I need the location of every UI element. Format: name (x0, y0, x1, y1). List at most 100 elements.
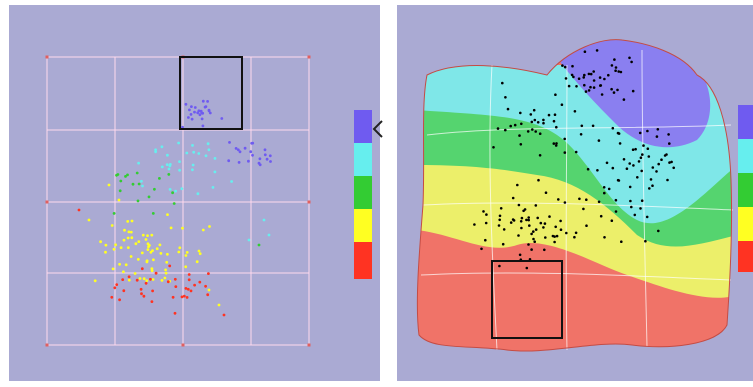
scatter-point (258, 163, 262, 167)
scatter-point (193, 283, 197, 287)
surface-point (651, 184, 654, 187)
scatter-point (111, 267, 115, 271)
scatter-point (191, 163, 195, 167)
scatter-point (140, 292, 143, 296)
surface-point (620, 240, 623, 243)
surface-point (525, 266, 529, 270)
surface-point (648, 187, 651, 190)
surface-point (574, 231, 578, 235)
surface-point (533, 240, 536, 243)
scatter-point (201, 99, 205, 103)
scatter-point (150, 300, 154, 303)
scatter-point (180, 187, 184, 191)
surface-point (628, 162, 631, 165)
scatter-point (191, 168, 194, 172)
surface-point (583, 50, 587, 53)
scatter-point (191, 144, 194, 147)
surface-point (645, 215, 649, 219)
surface-point (534, 228, 538, 231)
surface-point (668, 142, 671, 145)
surface-point (572, 75, 575, 79)
surface-point (617, 132, 621, 135)
scatter-point (153, 187, 156, 191)
scatter-point (249, 150, 253, 154)
surface-point (532, 230, 535, 233)
scatter-point (129, 230, 133, 234)
scatter-plot[interactable] (9, 5, 380, 381)
scatter-point (141, 184, 144, 188)
scatter-point (149, 277, 152, 281)
scatter-point (201, 228, 205, 232)
scatter-point (173, 311, 177, 315)
scatter-point (134, 242, 138, 246)
scatter-point (151, 278, 155, 281)
surface-point (607, 187, 611, 191)
scatter-point (110, 295, 114, 299)
surface-point (557, 198, 560, 201)
surface-point (575, 85, 578, 88)
surface-point (600, 93, 604, 96)
surface-point (599, 214, 603, 218)
scatter-point (165, 163, 169, 167)
surface-point (527, 216, 530, 219)
scatter-point (222, 313, 226, 317)
scatter-point (77, 208, 81, 212)
scatter-point (99, 240, 102, 244)
scatter-point (118, 189, 122, 193)
surface-point (587, 89, 591, 92)
surface-point (610, 64, 614, 67)
scatter-point (181, 226, 184, 230)
scatter-point (169, 226, 173, 230)
surface-view-panel[interactable] (397, 5, 753, 381)
scatter-point (173, 277, 177, 281)
surface-point (522, 209, 525, 213)
scatter-point (145, 259, 149, 263)
scatter-view-panel[interactable] (9, 5, 380, 381)
scatter-point (137, 182, 141, 186)
scatter-point (107, 183, 111, 187)
surface-point (592, 86, 596, 89)
scatter-point (189, 289, 193, 293)
surface-point (637, 160, 641, 163)
surface-point (628, 56, 631, 60)
surface-point (498, 264, 501, 268)
surface-point (649, 178, 653, 181)
surface-point (559, 228, 563, 231)
surface-point (603, 236, 606, 239)
scatter-point (137, 161, 141, 165)
grid-marker (307, 343, 311, 347)
scatter-point (178, 246, 182, 250)
surface-point (504, 96, 507, 99)
selection-box[interactable] (179, 56, 243, 130)
surface-point (640, 169, 643, 173)
selection-box[interactable] (491, 260, 563, 339)
surface-point (527, 218, 530, 222)
scatter-point (186, 287, 190, 291)
scatter-point (154, 271, 158, 275)
scatter-point (180, 295, 184, 299)
scatter-point (187, 278, 191, 282)
surface-point (530, 248, 533, 251)
surface-point (629, 199, 632, 203)
scatter-point (155, 247, 159, 251)
surface-point (492, 146, 495, 149)
scatter-point (263, 148, 267, 152)
surface-point (657, 229, 660, 233)
surface-point (666, 178, 669, 182)
scatter-point (160, 165, 164, 169)
surface-point (544, 236, 547, 239)
surface-point (563, 137, 566, 141)
surface-point (502, 228, 506, 231)
scatter-point (237, 161, 241, 164)
surface-point (527, 243, 530, 246)
surface-point (484, 238, 487, 242)
scatter-point (197, 249, 201, 253)
scatter-point (182, 294, 186, 298)
scatter-point (167, 173, 171, 176)
scatter-point (127, 278, 131, 282)
scatter-point (195, 260, 199, 264)
scatter-point (122, 289, 126, 293)
surface-plot[interactable] (397, 5, 753, 381)
surface-point (605, 161, 609, 165)
surface-point (595, 49, 599, 52)
